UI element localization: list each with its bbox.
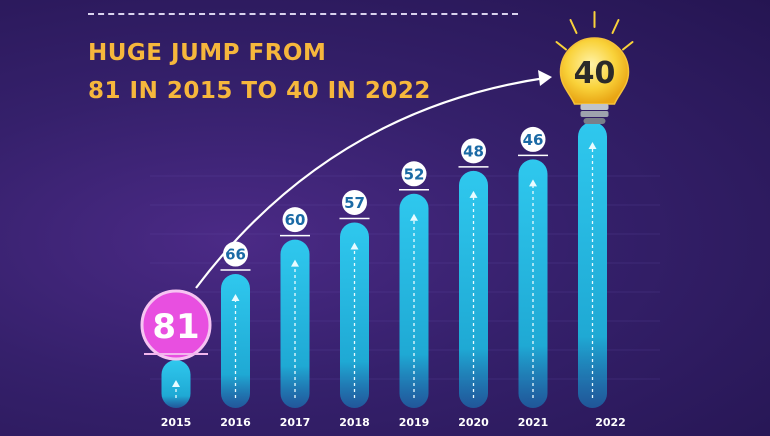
x-tick-label: 2015 — [161, 416, 192, 429]
bar-arrowhead — [291, 259, 299, 267]
bar-arrowhead — [588, 142, 597, 149]
chart-title: HUGE JUMP FROM 81 IN 2015 TO 40 IN 2022 — [88, 34, 431, 110]
data-label: 52 — [404, 165, 425, 183]
x-tick-label: 2018 — [339, 416, 370, 429]
bulb-base — [580, 104, 609, 110]
data-label: 40 — [574, 56, 616, 91]
bar — [340, 222, 369, 408]
bar-arrowhead — [529, 179, 537, 187]
bar-arrowhead — [469, 190, 478, 198]
x-tick-label: 2022 — [595, 416, 626, 429]
bar-arrowhead — [350, 242, 359, 250]
data-label: 60 — [285, 211, 306, 229]
data-label: 57 — [344, 194, 365, 212]
bulb-ray — [611, 19, 620, 34]
bulb-ray — [555, 41, 567, 51]
label-circle — [282, 207, 308, 233]
label-circle — [342, 189, 367, 215]
x-tick-label: 2020 — [458, 416, 489, 429]
data-label: 81 — [152, 307, 199, 347]
bulb-ray — [622, 41, 634, 51]
data-label: 46 — [523, 131, 544, 149]
trend-arrow — [195, 76, 546, 289]
bar-arrowhead — [231, 294, 240, 302]
data-label: 48 — [463, 142, 484, 160]
label-circle — [461, 138, 486, 164]
highlight-circle — [140, 289, 212, 361]
bar-arrowhead — [410, 213, 418, 221]
lightbulb-icon — [559, 37, 630, 105]
title-line-1: HUGE JUMP FROM — [88, 40, 327, 66]
x-tick-label: 2017 — [280, 416, 311, 429]
title-line-2: 81 IN 2015 TO 40 IN 2022 — [88, 78, 431, 104]
bulb-base — [583, 118, 606, 124]
data-label: 66 — [225, 246, 246, 264]
x-tick-label: 2016 — [220, 416, 251, 429]
bulb-base — [580, 111, 609, 117]
trend-arrowhead — [538, 70, 552, 86]
label-circle — [401, 161, 427, 187]
x-tick-label: 2019 — [399, 416, 430, 429]
bulb-ray — [569, 19, 578, 34]
top-dashed-divider — [88, 13, 518, 15]
x-tick-label: 2021 — [518, 416, 549, 429]
label-circle — [520, 126, 546, 152]
bar-arrowhead — [172, 380, 180, 387]
